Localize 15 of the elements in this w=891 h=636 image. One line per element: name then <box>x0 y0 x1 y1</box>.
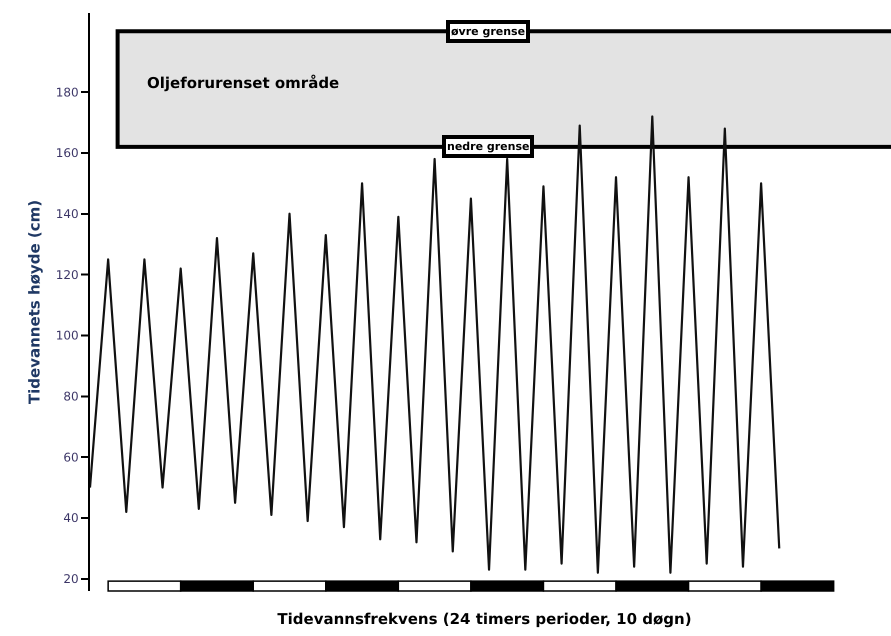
y-tick-label: 80 <box>63 390 79 404</box>
annotation: nedre grense <box>447 140 530 153</box>
y-axis-title: Tidevannets høyde (cm) <box>25 200 44 404</box>
band-label: Oljeforurenset område <box>147 74 340 92</box>
annotation: øvre grense <box>451 25 526 38</box>
y-tick-label: 140 <box>56 206 79 221</box>
y-tick-label: 20 <box>63 572 79 586</box>
y-tick-label: 120 <box>56 268 79 282</box>
y-tick-label: 180 <box>56 85 79 100</box>
y-tick-label: 100 <box>56 328 79 343</box>
y-tick-label: 40 <box>63 511 79 526</box>
y-tick-label: 60 <box>63 450 79 464</box>
y-tick-label: 160 <box>56 146 79 160</box>
x-axis-title: Tidevannsfrekvens (24 timers perioder, 10 døgn) <box>277 610 692 628</box>
line-series <box>90 115 780 574</box>
